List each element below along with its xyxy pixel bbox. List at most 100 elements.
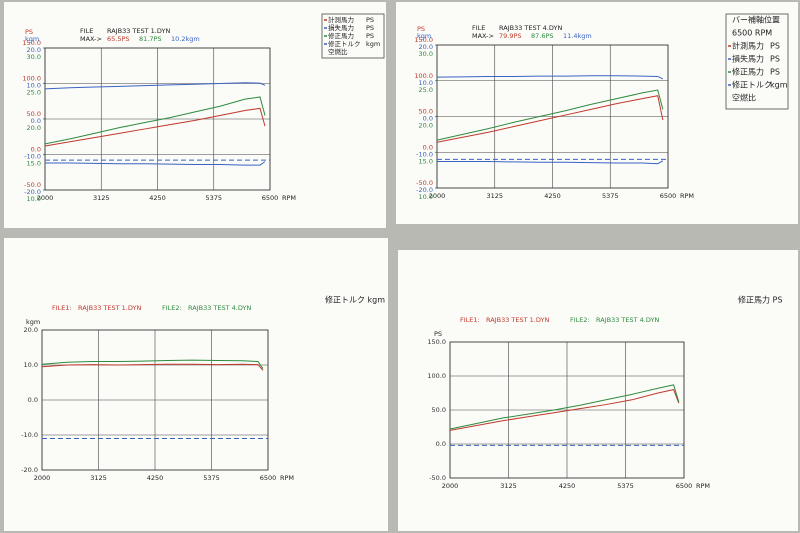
y-tick-label: -20.0 — [21, 466, 38, 474]
legend-label: 空燃比 — [328, 47, 348, 56]
y-tick-label: 20.0 — [27, 46, 41, 54]
y-tick-label: 20.0 — [27, 124, 41, 132]
x-axis-label: RPM — [680, 192, 694, 200]
legend-unit: PS — [770, 42, 780, 51]
x-tick-label: 3125 — [486, 192, 503, 200]
legend-unit: PS — [366, 16, 374, 24]
y-tick-label: 50.0 — [432, 406, 446, 414]
legend-label: 修正トルク — [732, 80, 772, 90]
y-tick-label: 10.0 — [27, 82, 41, 90]
y-axis-label: kgm — [26, 318, 40, 326]
y-tick-label: -10.0 — [416, 150, 433, 158]
y-tick-label: 0.0 — [423, 143, 433, 151]
legend-label: 修正馬力 — [732, 67, 764, 77]
max-value: 79.9PS — [499, 32, 522, 40]
file-label: FILE2: — [570, 316, 590, 324]
y-tick-label: -10.0 — [24, 153, 41, 161]
legend-label: 計測馬力 — [328, 15, 354, 24]
max-label: MAX-> — [472, 32, 494, 40]
y-tick-label: 0.0 — [31, 146, 41, 154]
y-tick-label: 25.0 — [27, 89, 41, 97]
y-tick-label: 20.0 — [419, 122, 433, 130]
file-label: FILE1: — [52, 304, 72, 312]
legend-label: 修正馬力 — [328, 31, 354, 40]
series-line — [45, 161, 266, 166]
file-name: RAJB33 TEST 1.DYN — [107, 27, 170, 35]
legend-label: 計測馬力 — [732, 41, 764, 51]
y-tick-label: 150.0 — [427, 338, 446, 346]
x-tick-label: 2000 — [442, 482, 459, 490]
x-tick-label: 6500 — [260, 474, 277, 482]
y-tick-label: 25.0 — [419, 86, 433, 94]
y-tick-label: -50.0 — [24, 181, 41, 189]
y-tick-label: 0.0 — [28, 396, 38, 404]
x-axis-label: RPM — [280, 474, 294, 482]
x-tick-label: 3125 — [500, 482, 517, 490]
y-tick-label: 30.0 — [27, 53, 41, 61]
legend-label: RAJB33 TEST 4.DYN — [596, 316, 659, 324]
plot-frame — [44, 47, 271, 191]
x-tick-label: 2000 — [34, 474, 51, 482]
x-tick-label: 5375 — [617, 482, 634, 490]
y-tick-label: 20.0 — [24, 326, 38, 334]
y-tick-label: -20.0 — [24, 188, 41, 196]
x-tick-label: 6500 — [660, 192, 677, 200]
paper — [398, 250, 798, 531]
x-tick-label: 5375 — [203, 474, 220, 482]
x-tick-label: 4250 — [147, 474, 164, 482]
file-label: FILE — [80, 27, 93, 35]
x-tick-label: 6500 — [262, 194, 279, 202]
y-tick-label: 100.0 — [414, 72, 433, 80]
x-tick-label: 5375 — [205, 194, 222, 202]
legend-unit: kgm — [770, 81, 788, 90]
y-tick-label: 50.0 — [419, 108, 433, 116]
panel-title: 修正トルク kgm — [325, 295, 385, 305]
y-tick-label: -20.0 — [416, 186, 433, 194]
file-label: FILE2: — [162, 304, 182, 312]
series-line — [449, 389, 680, 431]
max-value: 81.7PS — [139, 35, 162, 43]
file-label: FILE1: — [460, 316, 480, 324]
paper — [396, 2, 798, 224]
series-line — [436, 89, 664, 141]
legend-label: 修正トルク — [328, 39, 361, 48]
legend-label: 空燃比 — [732, 93, 756, 103]
y-tick-label: 15.0 — [27, 160, 41, 168]
panel-title: 修正馬力 PS — [738, 295, 782, 305]
y-tick-label: 0.0 — [423, 115, 433, 123]
y-tick-label: 10.0 — [24, 361, 38, 369]
series-line — [44, 96, 266, 145]
legend-label: RAJB33 TEST 1.DYN — [486, 316, 549, 324]
y-tick-label: 100.0 — [22, 75, 41, 83]
unit-label: kgm — [417, 32, 431, 40]
legend-unit: PS — [770, 55, 780, 64]
x-tick-label: 3125 — [93, 194, 110, 202]
y-tick-label: 150.0 — [414, 36, 433, 44]
y-tick-label: -50.0 — [429, 474, 446, 482]
y-tick-label: 0.0 — [436, 440, 446, 448]
legend-label: バー補軸位置 — [732, 15, 780, 25]
y-tick-label: 10.0 — [419, 193, 433, 201]
y-tick-label: 50.0 — [27, 110, 41, 118]
legend-label: 損失馬力 — [732, 54, 764, 64]
max-value: 87.6PS — [531, 32, 554, 40]
max-value: 65.5PS — [107, 35, 130, 43]
file-label: FILE — [472, 24, 485, 32]
x-tick-label: 4250 — [559, 482, 576, 490]
x-tick-label: 5375 — [602, 192, 619, 200]
series-line — [41, 359, 264, 369]
max-value: 10.2kgm — [171, 35, 200, 43]
y-tick-label: 100.0 — [427, 372, 446, 380]
plot-frame — [449, 341, 685, 479]
y-tick-label: -10.0 — [21, 431, 38, 439]
series-line — [437, 160, 664, 165]
x-tick-label: 4250 — [149, 194, 166, 202]
y-tick-label: 30.0 — [419, 50, 433, 58]
y-tick-label: 20.0 — [419, 43, 433, 51]
series-line — [436, 95, 664, 143]
max-value: 11.4kgm — [563, 32, 592, 40]
legend-label: 6500 RPM — [732, 29, 772, 38]
y-tick-label: 10.0 — [419, 79, 433, 87]
